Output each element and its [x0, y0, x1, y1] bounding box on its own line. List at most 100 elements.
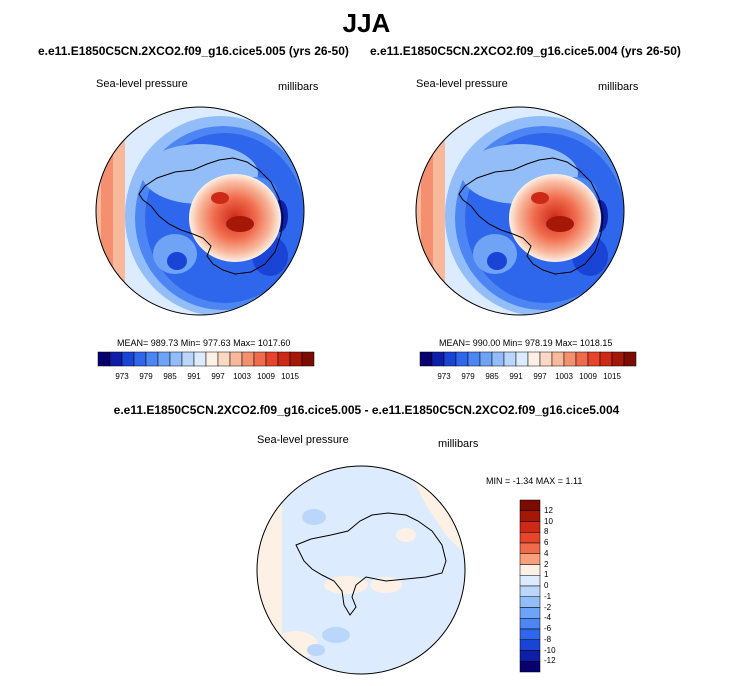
panel-2-colorbar-swatch-7	[503, 351, 517, 367]
panel-1-case-title: e.e11.E1850C5CN.2XCO2.f09_g16.cice5.005 …	[38, 44, 349, 58]
panel-1-colorbar-tick-label: 979	[139, 372, 153, 381]
panel-2-colorbar-swatch-9	[527, 351, 541, 367]
diff-colorbar-tick-label: -2	[544, 602, 552, 612]
diff-colorbar-tick-label: 0	[544, 581, 549, 590]
panel-1-colorbar-tick-label: 985	[163, 372, 177, 381]
panel-1-colorbar-swatch-9	[205, 351, 219, 367]
diff-colorbar-tick-label: 4	[544, 548, 549, 558]
diff-colorbar-tick-label: -6	[544, 624, 552, 633]
diff-colorbar-swatch-1	[519, 510, 541, 522]
panel-2-colorbar-swatch-11	[551, 351, 565, 367]
panel-2-colorbar-swatch-3	[455, 351, 469, 367]
panel-1-colorbar-swatch-5	[157, 351, 171, 367]
panel-1-colorbar-swatch-6	[169, 351, 183, 367]
diff-colorbar-tick-label: 2	[544, 559, 549, 569]
antarctica-coastline-1	[138, 157, 284, 275]
panel-1-colorbar-swatch-16	[289, 351, 303, 367]
diff-panel-title: e.e11.E1850C5CN.2XCO2.f09_g16.cice5.005 …	[113, 403, 620, 417]
diff-colorbar-swatch-6	[519, 564, 541, 576]
panel-2-colorbar-swatch-12	[563, 351, 577, 367]
panel-1-colorbar-swatch-17	[301, 351, 315, 367]
panel-1-colorbar-swatch-14	[265, 351, 279, 367]
diff-colorbar-swatch-0	[519, 499, 541, 511]
panel-2-colorbar-tick-label: 973	[437, 372, 451, 381]
panel-2-colorbar-swatch-15	[599, 351, 613, 367]
panel-2-colorbar-swatch-5	[479, 351, 493, 367]
panel-2-colorbar-tick-label: 991	[509, 372, 523, 381]
diff-polar-map	[256, 465, 466, 675]
panel-2-colorbar-swatch-8	[515, 351, 529, 367]
diff-colorbar-swatch-4	[519, 542, 541, 554]
panel-2-colorbar-swatch-14	[587, 351, 601, 367]
diff-colorbar-tick-label: 12	[544, 505, 553, 515]
diff-colorbar-tick-label: 6	[544, 538, 549, 547]
diff-colorbar-swatch-11	[519, 618, 541, 630]
panel-2-colorbar-swatch-1	[431, 351, 445, 367]
diff-colorbar-tick-label: -8	[544, 634, 552, 644]
panel-1-colorbar-tick-label: 1003	[233, 372, 251, 381]
panel-1-colorbar	[97, 351, 315, 367]
panel-2-colorbar	[419, 351, 637, 367]
panel-1-colorbar-swatch-13	[253, 351, 267, 367]
panel-2-colorbar-tick-label: 1015	[603, 372, 621, 381]
panel-2-case-title: e.e11.E1850C5CN.2XCO2.f09_g16.cice5.004 …	[370, 44, 681, 58]
diff-colorbar-tick-label: 10	[544, 516, 553, 526]
panel-2-colorbar-ticks: 973 979 985 991 997 1003 1009 1015	[420, 372, 636, 384]
diff-colorbar-swatch-8	[519, 585, 541, 597]
diff-colorbar-swatch-9	[519, 596, 541, 608]
panel-2-colorbar-tick-label: 1009	[579, 372, 597, 381]
antarctica-coastline-diff	[295, 512, 447, 616]
diff-colorbar-tick-label: -12	[544, 656, 556, 666]
panel-1-colorbar-swatch-3	[133, 351, 147, 367]
diff-colorbar-tick-label: -10	[544, 645, 556, 655]
panel-1-colorbar-tick-label: 1009	[257, 372, 275, 381]
diff-stats: MIN = -1.34 MAX = 1.11	[486, 476, 583, 486]
panel-1-colorbar-ticks: 973 979 985 991 997 1003 1009 1015	[98, 372, 314, 384]
diff-colorbar	[519, 499, 541, 673]
diff-units-label: millibars	[438, 438, 479, 450]
diff-colorbar-swatch-14	[519, 650, 541, 662]
panel-1-units-label: millibars	[278, 81, 319, 93]
panel-2-colorbar-tick-label: 997	[533, 372, 547, 381]
season-title: JJA	[342, 8, 391, 38]
panel-1-colorbar-swatch-0	[97, 351, 111, 367]
panel-1-stats: MEAN= 989.73 Min= 977.63 Max= 1017.60	[117, 338, 291, 348]
panel-1-colorbar-swatch-8	[193, 351, 207, 367]
panel-1-colorbar-swatch-7	[181, 351, 195, 367]
diff-colorbar-swatch-3	[519, 532, 541, 544]
diff-colorbar-tick-label: -4	[544, 613, 552, 623]
panel-2-colorbar-swatch-6	[491, 351, 505, 367]
panel-2-colorbar-swatch-16	[611, 351, 625, 367]
panel-1-colorbar-tick-label: 973	[115, 372, 129, 381]
panel-2-colorbar-swatch-4	[467, 351, 481, 367]
panel-2-colorbar-swatch-0	[419, 351, 433, 367]
diff-colorbar-tick-label: 1	[544, 570, 549, 580]
diff-colorbar-ticks: 12 10 8 6 4 2 1 0 -1 -2 -4 -6 -8 -10 -12	[544, 500, 584, 672]
panel-2-polar-map	[415, 106, 625, 316]
panel-1-colorbar-swatch-15	[277, 351, 291, 367]
panel-2-variable-label: Sea-level pressure	[416, 78, 508, 90]
diff-colorbar-swatch-13	[519, 639, 541, 651]
panel-1-colorbar-swatch-4	[145, 351, 159, 367]
diff-colorbar-swatch-5	[519, 553, 541, 565]
diff-colorbar-tick-label: -1	[544, 591, 552, 601]
panel-2-colorbar-tick-label: 979	[461, 372, 475, 381]
diff-colorbar-swatch-2	[519, 521, 541, 533]
diff-colorbar-swatch-10	[519, 607, 541, 619]
panel-1-colorbar-tick-label: 997	[211, 372, 225, 381]
panel-1-colorbar-tick-label: 1015	[281, 372, 299, 381]
panel-1-colorbar-swatch-1	[109, 351, 123, 367]
panel-2-units-label: millibars	[598, 81, 639, 93]
panel-1-colorbar-swatch-12	[241, 351, 255, 367]
diff-variable-label: Sea-level pressure	[257, 434, 349, 446]
diff-colorbar-swatch-15	[519, 661, 541, 673]
diff-colorbar-swatch-7	[519, 575, 541, 587]
panel-2-colorbar-swatch-17	[623, 351, 637, 367]
diff-colorbar-swatch-12	[519, 628, 541, 640]
panel-2-colorbar-swatch-10	[539, 351, 553, 367]
panel-1-colorbar-tick-label: 991	[187, 372, 201, 381]
panel-1-colorbar-swatch-10	[217, 351, 231, 367]
panel-2-colorbar-swatch-2	[443, 351, 457, 367]
panel-1-colorbar-swatch-11	[229, 351, 243, 367]
antarctica-coastline-2	[458, 157, 604, 275]
